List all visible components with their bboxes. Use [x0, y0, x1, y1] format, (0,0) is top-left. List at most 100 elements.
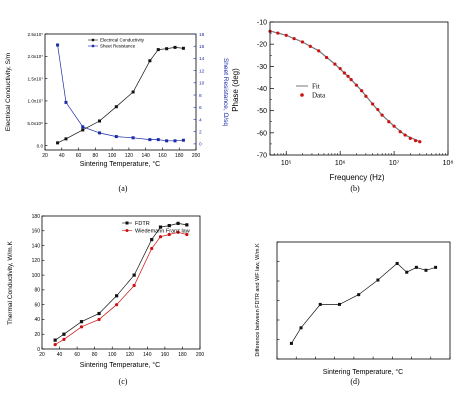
panel-b-x-tick-label: 10⁸	[443, 160, 454, 167]
panel-c-x-tick-label: 120	[126, 352, 135, 358]
panel-c-x-tick-label: 60	[74, 352, 80, 358]
panel-c-data-point	[62, 332, 66, 336]
panel-b-data-point	[392, 124, 396, 128]
panel-c-y-tick-label: 140	[32, 243, 41, 249]
panel-a-data-point	[56, 43, 60, 47]
panel-a-x-tick-label: 180	[175, 153, 184, 159]
panel-c-data-point	[53, 338, 57, 342]
panel-b-data-point	[284, 33, 288, 37]
panel-c-x-tick-label: 20	[39, 352, 45, 358]
panel-a-y2-tick-label: 0	[199, 142, 202, 148]
panel-a-x-tick-label: 40	[59, 153, 65, 159]
panel-a-data-point	[173, 139, 177, 143]
panel-d-axes	[276, 241, 451, 360]
panel-a-label: (a)	[119, 184, 128, 193]
panel-a-x-tick-label: 200	[192, 153, 201, 159]
panel-b-data-point	[308, 44, 312, 48]
panel-a-y-tick-label: 2.5x10⁷	[28, 32, 44, 37]
panel-c-legend-marker	[125, 221, 129, 225]
panel-c-data-point	[185, 223, 189, 227]
panel-b-data-point	[354, 83, 358, 87]
panel-a-legend-marker	[91, 38, 95, 42]
panel-a: 20 40 60 80 100 120 140 160 180 2000.05.0x10⁶1.0x…	[5, 32, 229, 193]
panel-a-data-point	[148, 59, 152, 63]
panel-a-data-point	[165, 47, 169, 51]
panel-a-axes: 20 40 60 80 100 120 140 160 180 2000.05.0x10⁶1.0x…	[27, 32, 204, 159]
panel-a-legend-label: Electrical Conductivity	[100, 38, 145, 43]
panel-b-data-point	[371, 102, 375, 106]
panel-d-data-point	[424, 268, 428, 272]
panel-d-data-point	[337, 302, 341, 306]
panel-c-x-tick-label: 160	[161, 352, 170, 358]
panel-c-data-point	[97, 311, 101, 316]
panel-b-data-point	[376, 107, 380, 112]
panel-c-x-tick-label: 40	[57, 352, 63, 358]
panel-b-y-tick-label: -70	[257, 153, 267, 160]
panel-b-data-point	[342, 71, 347, 75]
panel-a-x-tick-label: 100	[108, 153, 117, 159]
panel-d-data-point	[405, 270, 409, 274]
panel-c-y-tick-label: 80	[34, 288, 40, 294]
panel-c-data-point	[176, 221, 180, 225]
panel-c-y-tick-label: 120	[32, 258, 41, 264]
panel-b-data-point	[300, 40, 305, 44]
panel-b-data-point	[317, 49, 321, 53]
panel-a-data-point	[98, 131, 102, 135]
panel-b-data-point	[333, 62, 337, 66]
panel-d-data-point	[434, 265, 438, 269]
panel-a-y2-tick-label: 14	[199, 56, 205, 62]
panel-a-data-point	[181, 138, 185, 142]
panel-a-data-point	[81, 128, 85, 132]
panel-a-y-tick-label: 1.0x10⁷	[28, 99, 44, 104]
panel-c-y-tick-label: 20	[34, 332, 40, 338]
panel-c-series-line	[55, 223, 187, 341]
panel-c-legend: FDTR Wiedemann Franz law	[122, 221, 190, 235]
panel-c-y-tick-label: 40	[34, 317, 40, 323]
panel-d-data-point	[318, 302, 322, 306]
panel-c-legend-marker	[125, 229, 129, 232]
panel-b-ylabel: Phase (deg)	[231, 68, 240, 112]
panel-a-data-point	[56, 141, 60, 145]
panel-a-xlabel: Sintering Temperature, °C	[80, 160, 161, 168]
panel-b-data-point	[418, 140, 422, 144]
panel-c-ylabel: Thermal Conductivity, W/m.K	[7, 241, 14, 325]
panel-b-fit-line	[269, 30, 421, 143]
panel-a-data-point	[114, 105, 118, 109]
panel-a-y2-tick-label: 12	[199, 68, 205, 74]
panel-b-data-point	[413, 138, 418, 143]
panel-c-x-tick-label: 140	[143, 352, 152, 358]
panel-d-ylabel: Difference between FDTR and WF law, W/m.…	[255, 243, 261, 357]
panel-c: 20 40 60 80 100 120 140 160 180 20002040608010012…	[7, 214, 204, 386]
panel-a-series-line	[57, 47, 184, 144]
panel-b-y-tick-label: -50	[257, 108, 267, 115]
panel-b-data-point	[349, 78, 353, 82]
panel-b-data-point	[380, 113, 384, 117]
panel-a-plot-area	[56, 43, 185, 145]
panel-a-legend-label: Sheet Resistance	[100, 44, 136, 49]
panel-c-frame	[41, 215, 201, 350]
panel-b-data-point	[408, 136, 412, 140]
panel-d-label: (d)	[350, 377, 360, 386]
panel-c-xlabel: Sintering Temperature, °C	[80, 361, 161, 369]
panel-b-y-tick-label: -10	[257, 20, 267, 27]
panel-a-data-point	[64, 137, 68, 141]
panel-b-legend-data-marker	[300, 93, 304, 97]
panel-c-series-line	[55, 231, 187, 345]
panel-b-data-point	[387, 120, 391, 124]
panel-a-y2-tick-label: 6	[199, 105, 202, 111]
panel-a-legend-marker	[91, 44, 95, 48]
panel-c-data-point	[79, 320, 84, 324]
panel-d-data-point	[299, 326, 303, 330]
panel-b-xlabel: Frequency (Hz)	[329, 173, 384, 182]
panel-a-x-tick-label: 120	[125, 153, 134, 159]
panel-b-y-tick-label: -20	[257, 42, 267, 49]
panel-c-data-point	[167, 232, 171, 237]
panel-c-x-tick-label: 100	[108, 352, 117, 358]
panel-a-x-tick-label: 160	[158, 153, 167, 159]
panel-a-y2-tick-label: 16	[199, 44, 205, 50]
panel-a-ylabel: Electrical Conductivity, S/m	[5, 53, 12, 131]
panel-b-data-point	[324, 55, 329, 60]
panel-c-x-tick-label: 180	[178, 352, 187, 358]
panel-c-data-point	[79, 325, 84, 329]
